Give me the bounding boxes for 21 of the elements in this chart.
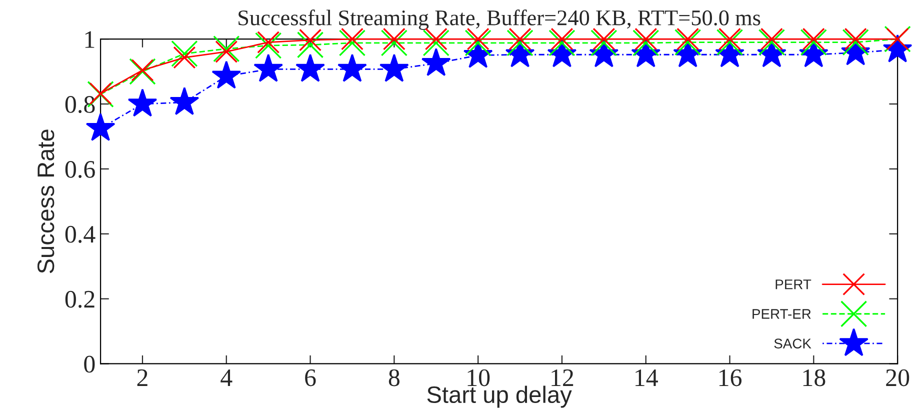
x-tick-label: 4 <box>220 369 232 386</box>
y-tick-label: 0.4 <box>65 226 96 243</box>
y-tick-label: 0 <box>84 356 95 373</box>
x-tick-label: 8 <box>388 369 400 386</box>
legend-label: PERT <box>776 280 812 290</box>
x-tick-label: 14 <box>636 369 658 386</box>
x-tick-label: 20 <box>886 369 910 386</box>
x-tick-label: 6 <box>305 369 316 386</box>
x-axis-title: Start up delay <box>427 386 572 408</box>
y-tick-label: 1 <box>85 31 94 48</box>
y-tick-label: 0.6 <box>65 160 95 178</box>
x-tick-label: 18 <box>803 369 826 386</box>
x-tick-label: 12 <box>552 369 574 386</box>
y-tick-label: 0.2 <box>65 290 94 308</box>
x-tick-label: 16 <box>719 369 742 386</box>
chart-title: Successful Streaming Rate, Buffer=240 KB, RTT=50.0 ms <box>238 10 760 30</box>
x-tick-label: 2 <box>137 369 148 386</box>
x-tick-label: 10 <box>468 369 490 386</box>
y-axis-title: Success Rate <box>37 130 54 274</box>
legend-label: SACK <box>774 338 812 348</box>
legend-label: PERT-ER <box>752 309 811 319</box>
